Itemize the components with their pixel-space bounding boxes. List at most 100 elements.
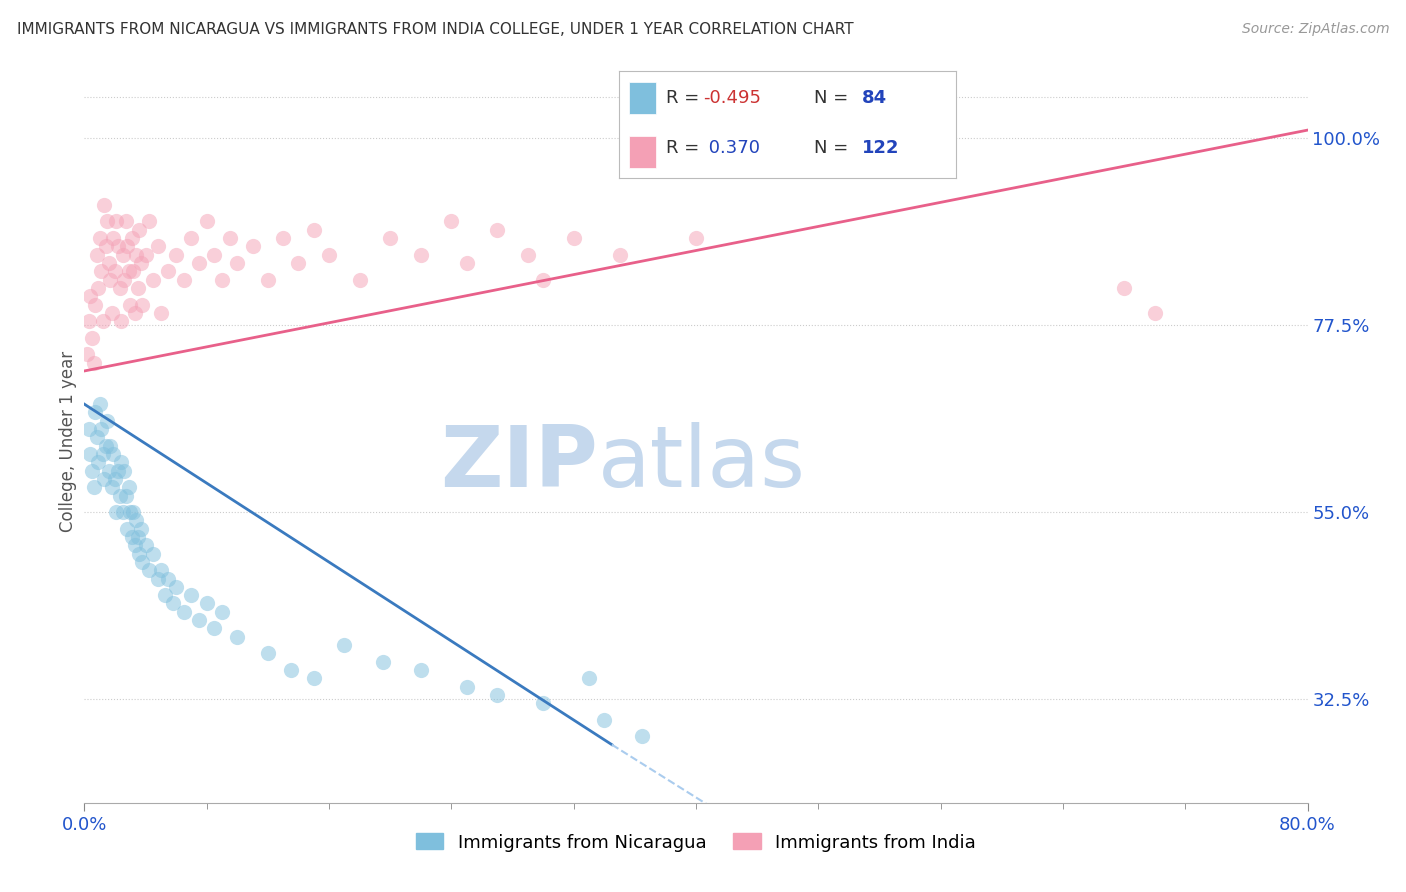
Point (103, 447, 125, 461)
Text: Source: ZipAtlas.com: Source: ZipAtlas.com (1241, 22, 1389, 37)
Point (93, 472, 115, 486)
Point (195, 214, 218, 228)
Point (107, 239, 129, 253)
Point (121, 231, 143, 245)
Bar (628, 82, 655, 114)
Point (380, 231, 402, 245)
Point (631, 730, 654, 744)
Point (195, 597, 218, 611)
Point (371, 655, 394, 669)
Point (118, 264, 141, 278)
Point (86, 248, 108, 262)
Point (112, 272, 135, 286)
Point (578, 671, 600, 685)
Point (486, 223, 509, 237)
Point (125, 248, 148, 262)
Point (142, 547, 165, 561)
Point (110, 455, 132, 469)
Point (149, 563, 172, 577)
Point (83, 480, 105, 494)
Point (89, 397, 111, 411)
Point (98, 439, 121, 453)
Point (242, 239, 264, 253)
Point (202, 621, 225, 635)
Text: -0.495: -0.495 (703, 89, 761, 107)
Point (180, 588, 202, 602)
Point (456, 256, 478, 270)
Point (101, 480, 124, 494)
Point (96, 214, 118, 228)
Point (129, 256, 152, 270)
Point (122, 505, 145, 519)
Point (84, 297, 107, 311)
Point (115, 522, 138, 536)
Point (103, 231, 125, 245)
Point (115, 239, 138, 253)
Point (146, 239, 169, 253)
Point (440, 214, 463, 228)
Point (593, 713, 616, 727)
Point (97, 464, 120, 478)
Point (685, 231, 707, 245)
Point (108, 281, 131, 295)
Point (162, 597, 184, 611)
Point (409, 663, 432, 677)
Point (118, 480, 141, 494)
Text: 0.370: 0.370 (703, 139, 761, 157)
Point (91, 447, 114, 461)
Point (110, 314, 132, 328)
Point (125, 513, 148, 527)
Point (180, 231, 202, 245)
Point (91, 314, 114, 328)
Legend: Immigrants from Nicaragua, Immigrants from India: Immigrants from Nicaragua, Immigrants fr… (409, 826, 983, 859)
Point (105, 505, 128, 519)
Point (257, 272, 280, 286)
Point (135, 538, 157, 552)
Point (531, 272, 554, 286)
Point (165, 580, 187, 594)
Point (131, 297, 153, 311)
Point (89, 231, 111, 245)
Point (157, 572, 180, 586)
Point (120, 505, 142, 519)
Point (121, 530, 143, 544)
Point (90, 422, 112, 436)
Point (77, 314, 100, 328)
Point (97, 256, 120, 270)
Point (129, 522, 152, 536)
Point (486, 688, 509, 702)
Point (127, 530, 149, 544)
Point (409, 248, 432, 262)
Point (77, 422, 100, 436)
Point (122, 264, 145, 278)
Point (188, 613, 211, 627)
Point (93, 198, 115, 212)
Point (155, 588, 177, 602)
Point (280, 663, 302, 677)
Text: N =: N = (814, 89, 855, 107)
Point (84, 405, 107, 419)
Point (80, 464, 103, 478)
Point (146, 572, 169, 586)
Point (135, 248, 157, 262)
Point (218, 231, 240, 245)
Point (107, 464, 129, 478)
Point (188, 256, 211, 270)
Point (101, 306, 124, 320)
Point (94, 239, 117, 253)
Point (87, 455, 110, 469)
Text: R =: R = (666, 139, 704, 157)
Point (128, 223, 150, 237)
Point (131, 555, 153, 569)
Point (202, 248, 225, 262)
Point (271, 231, 294, 245)
Point (211, 605, 233, 619)
Point (108, 489, 131, 503)
Point (138, 563, 160, 577)
Bar (628, 136, 655, 168)
Point (120, 297, 142, 311)
Point (302, 671, 325, 685)
Point (87, 281, 110, 295)
Point (112, 464, 135, 478)
Text: R =: R = (666, 89, 704, 107)
